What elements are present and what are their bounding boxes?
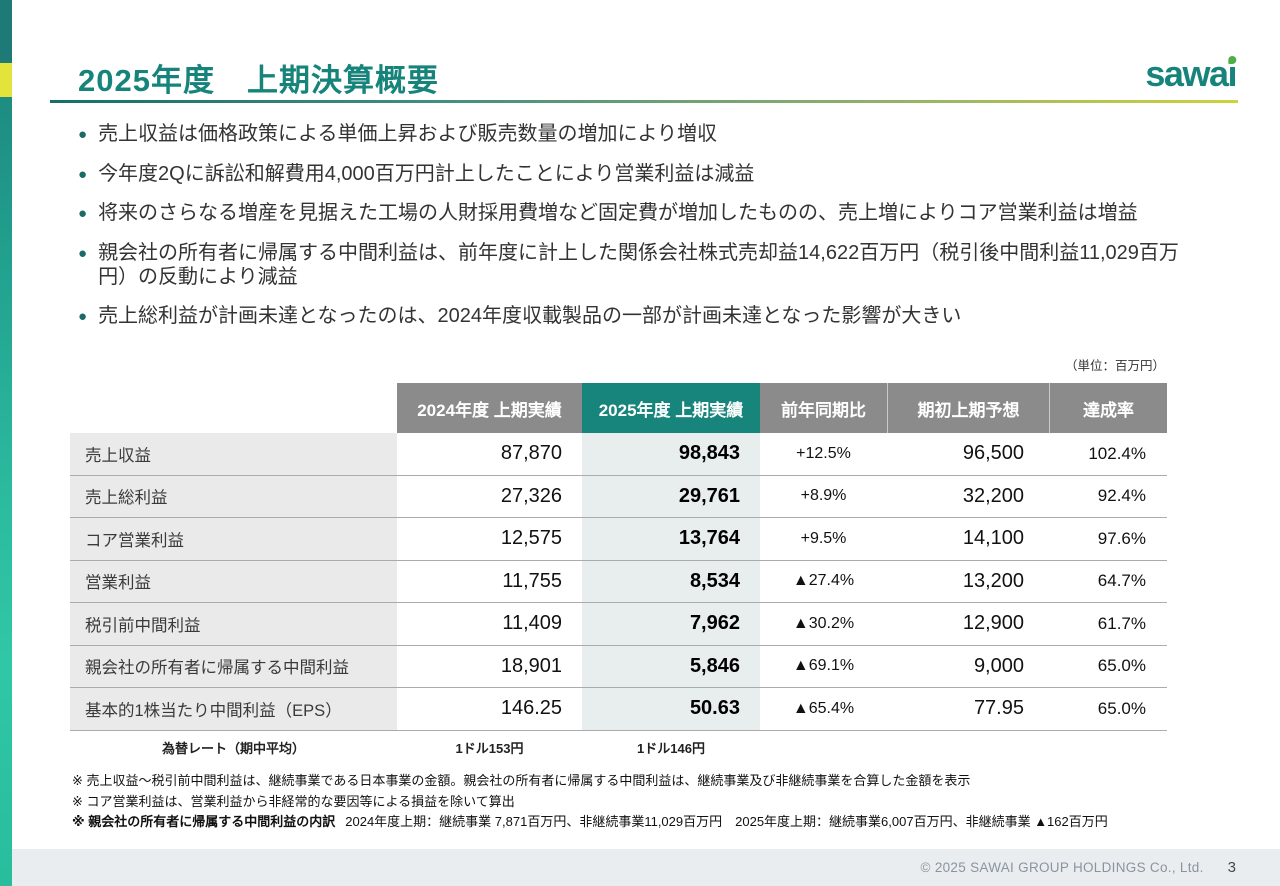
bullet-text: 将来のさらなる増産を見据えた工場の人財採用費増など固定費が増加したものの、売上増…	[98, 202, 1138, 224]
summary-bullet-list: ● 売上収益は価格政策による単価上昇および販売数量の増加により増収 ● 今年度2…	[78, 122, 1206, 343]
footnote: ※ コア営業利益は、営業利益から非経常的な要因等による損益を除いて算出	[72, 793, 515, 809]
cell-yoy: ▲69.1%	[792, 657, 855, 675]
logo-dot-icon	[1228, 56, 1237, 64]
cell-yoy: ▲27.4%	[792, 572, 855, 590]
cell-yoy: +8.9%	[800, 487, 847, 505]
cell-achievement: 92.4%	[1097, 486, 1146, 506]
bullet-text: 売上総利益が計画未達となったのは、2024年度収載製品の一部が計画未達となった影…	[98, 304, 962, 327]
cell-fy2024: 11,755	[502, 569, 562, 592]
cell-fy2025: 98,843	[582, 433, 760, 475]
exchange-rate-fy2024: 1ドル153円	[455, 740, 524, 756]
cell-yoy: +9.5%	[800, 529, 847, 547]
table-row: 親会社の所有者に帰属する中間利益 18,901 5,846 ▲69.1% 9,0…	[70, 645, 1167, 688]
slide-footer: © 2025 SAWAI GROUP HOLDINGS Co., Ltd. 3	[12, 849, 1280, 886]
table-header-achievement: 達成率	[1049, 383, 1167, 433]
row-label: 税引前中間利益	[70, 603, 397, 645]
cell-achievement: 102.4%	[1088, 443, 1146, 463]
cell-forecast: 96,500	[962, 442, 1024, 465]
bullet-item: ● 親会社の所有者に帰属する中間利益は、前年度に計上した関係会社株式売却益14,…	[78, 241, 1206, 290]
title-underline	[50, 100, 1238, 103]
cell-yoy: ▲30.2%	[792, 614, 855, 632]
table-row: コア営業利益 12,575 13,764 +9.5% 14,100 97.6%	[70, 518, 1167, 561]
cell-forecast: 32,200	[962, 484, 1024, 507]
bullet-dot-icon: ●	[78, 126, 88, 143]
row-label: 基本的1株当たり中間利益（EPS）	[70, 688, 397, 730]
bullet-dot-icon: ●	[78, 205, 88, 222]
bullet-item: ● 今年度2Qに訴訟和解費用4,000百万円計上したことにより営業利益は減益	[78, 162, 1206, 188]
results-summary-table: 2024年度 上期実績 2025年度 上期実績 前年同期比 期初上期予想 達成率…	[70, 383, 1167, 764]
table-header-forecast: 期初上期予想	[887, 383, 1049, 433]
page-number: 3	[1227, 859, 1236, 876]
logo-text-prefix: sawa	[1145, 53, 1229, 94]
sawai-logo: sawaı	[1145, 53, 1237, 94]
table-row: 基本的1株当たり中間利益（EPS） 146.25 50.63 ▲65.4% 77…	[70, 688, 1167, 731]
footnote-detail: 2024年度上期：継続事業 7,871百万円、非継続事業11,029百万円 20…	[345, 814, 1108, 829]
exchange-rate-row: 為替レート（期中平均） 1ドル153円 1ドル146円	[70, 731, 1167, 764]
bullet-dot-icon: ●	[78, 307, 88, 325]
cell-forecast: 77.95	[973, 697, 1024, 720]
page-title: 2025年度 上期決算概要	[78, 63, 439, 98]
table-row: 売上総利益 27,326 29,761 +8.9% 32,200 92.4%	[70, 475, 1167, 518]
cell-forecast: 9,000	[973, 654, 1024, 677]
cell-achievement: 97.6%	[1097, 528, 1146, 548]
cell-fy2025: 50.63	[582, 688, 760, 730]
bullet-text: 今年度2Qに訴訟和解費用4,000百万円計上したことにより営業利益は減益	[98, 162, 755, 185]
bullet-dot-icon: ●	[78, 165, 88, 183]
row-label: 親会社の所有者に帰属する中間利益	[70, 645, 397, 687]
cell-fy2024: 27,326	[500, 484, 562, 507]
bullet-text: 売上収益は価格政策による単価上昇および販売数量の増加により増収	[98, 123, 718, 145]
cell-achievement: 65.0%	[1097, 698, 1146, 718]
cell-achievement: 61.7%	[1097, 613, 1146, 633]
cell-forecast: 13,200	[962, 569, 1024, 592]
unit-label: （単位：百万円）	[1064, 359, 1165, 373]
logo-letter-i: ı	[1227, 53, 1237, 94]
bullet-text: 親会社の所有者に帰属する中間利益は、前年度に計上した関係会社株式売却益14,62…	[98, 241, 1179, 289]
cell-fy2024: 12,575	[500, 527, 562, 550]
footnote: ※ 親会社の所有者に帰属する中間利益の内訳 2024年度上期：継続事業 7,871…	[72, 812, 1232, 833]
cell-forecast: 14,100	[962, 527, 1024, 550]
cell-fy2025: 8,534	[582, 560, 760, 602]
cell-fy2025: 5,846	[582, 645, 760, 687]
table-header-fy2025: 2025年度 上期実績	[582, 383, 760, 433]
table-row: 営業利益 11,755 8,534 ▲27.4% 13,200 64.7%	[70, 560, 1167, 603]
cell-yoy: +12.5%	[796, 444, 851, 462]
cell-fy2025: 29,761	[582, 475, 760, 517]
row-label: 営業利益	[70, 560, 397, 602]
table-header-spacer	[70, 383, 397, 433]
cell-achievement: 64.7%	[1097, 571, 1146, 591]
cell-fy2024: 18,901	[500, 654, 562, 677]
table-row: 税引前中間利益 11,409 7,962 ▲30.2% 12,900 61.7%	[70, 603, 1167, 646]
cell-fy2024: 146.25	[500, 697, 562, 720]
footnote-label: ※ 親会社の所有者に帰属する中間利益の内訳	[72, 814, 336, 829]
footnotes: ※ 売上収益～税引前中間利益は、継続事業である日本事業の金額。親会社の所有者に帰…	[72, 771, 1232, 833]
cell-forecast: 12,900	[962, 612, 1024, 635]
row-label: 売上収益	[70, 433, 397, 475]
row-label: コア営業利益	[70, 518, 397, 560]
cell-achievement: 65.0%	[1097, 656, 1146, 676]
cell-fy2025: 13,764	[582, 518, 760, 560]
bullet-item: ● 将来のさらなる増産を見据えた工場の人財採用費増など固定費が増加したものの、売…	[78, 201, 1206, 227]
cell-fy2025: 7,962	[582, 603, 760, 645]
bullet-dot-icon: ●	[78, 244, 88, 262]
cell-fy2024: 87,870	[500, 442, 562, 465]
footnote: ※ 売上収益～税引前中間利益は、継続事業である日本事業の金額。親会社の所有者に帰…	[72, 773, 971, 788]
table-row: 売上収益 87,870 98,843 +12.5% 96,500 102.4%	[70, 433, 1167, 476]
table-header-fy2024: 2024年度 上期実績	[397, 383, 582, 433]
table-header-row: 2024年度 上期実績 2025年度 上期実績 前年同期比 期初上期予想 達成率	[70, 383, 1167, 433]
cell-fy2024: 11,409	[502, 612, 562, 635]
left-accent-strip	[0, 0, 12, 886]
table-header-yoy: 前年同期比	[760, 383, 887, 433]
bullet-item: ● 売上収益は価格政策による単価上昇および販売数量の増加により増収	[78, 122, 1206, 148]
exchange-rate-fy2025: 1ドル146円	[637, 740, 705, 756]
bullet-item: ● 売上総利益が計画未達となったのは、2024年度収載製品の一部が計画未達となっ…	[78, 304, 1206, 330]
exchange-rate-label: 為替レート（期中平均）	[161, 740, 305, 756]
row-label: 売上総利益	[70, 475, 397, 517]
copyright-text: © 2025 SAWAI GROUP HOLDINGS Co., Ltd.	[920, 860, 1204, 875]
cell-yoy: ▲65.4%	[792, 699, 855, 717]
